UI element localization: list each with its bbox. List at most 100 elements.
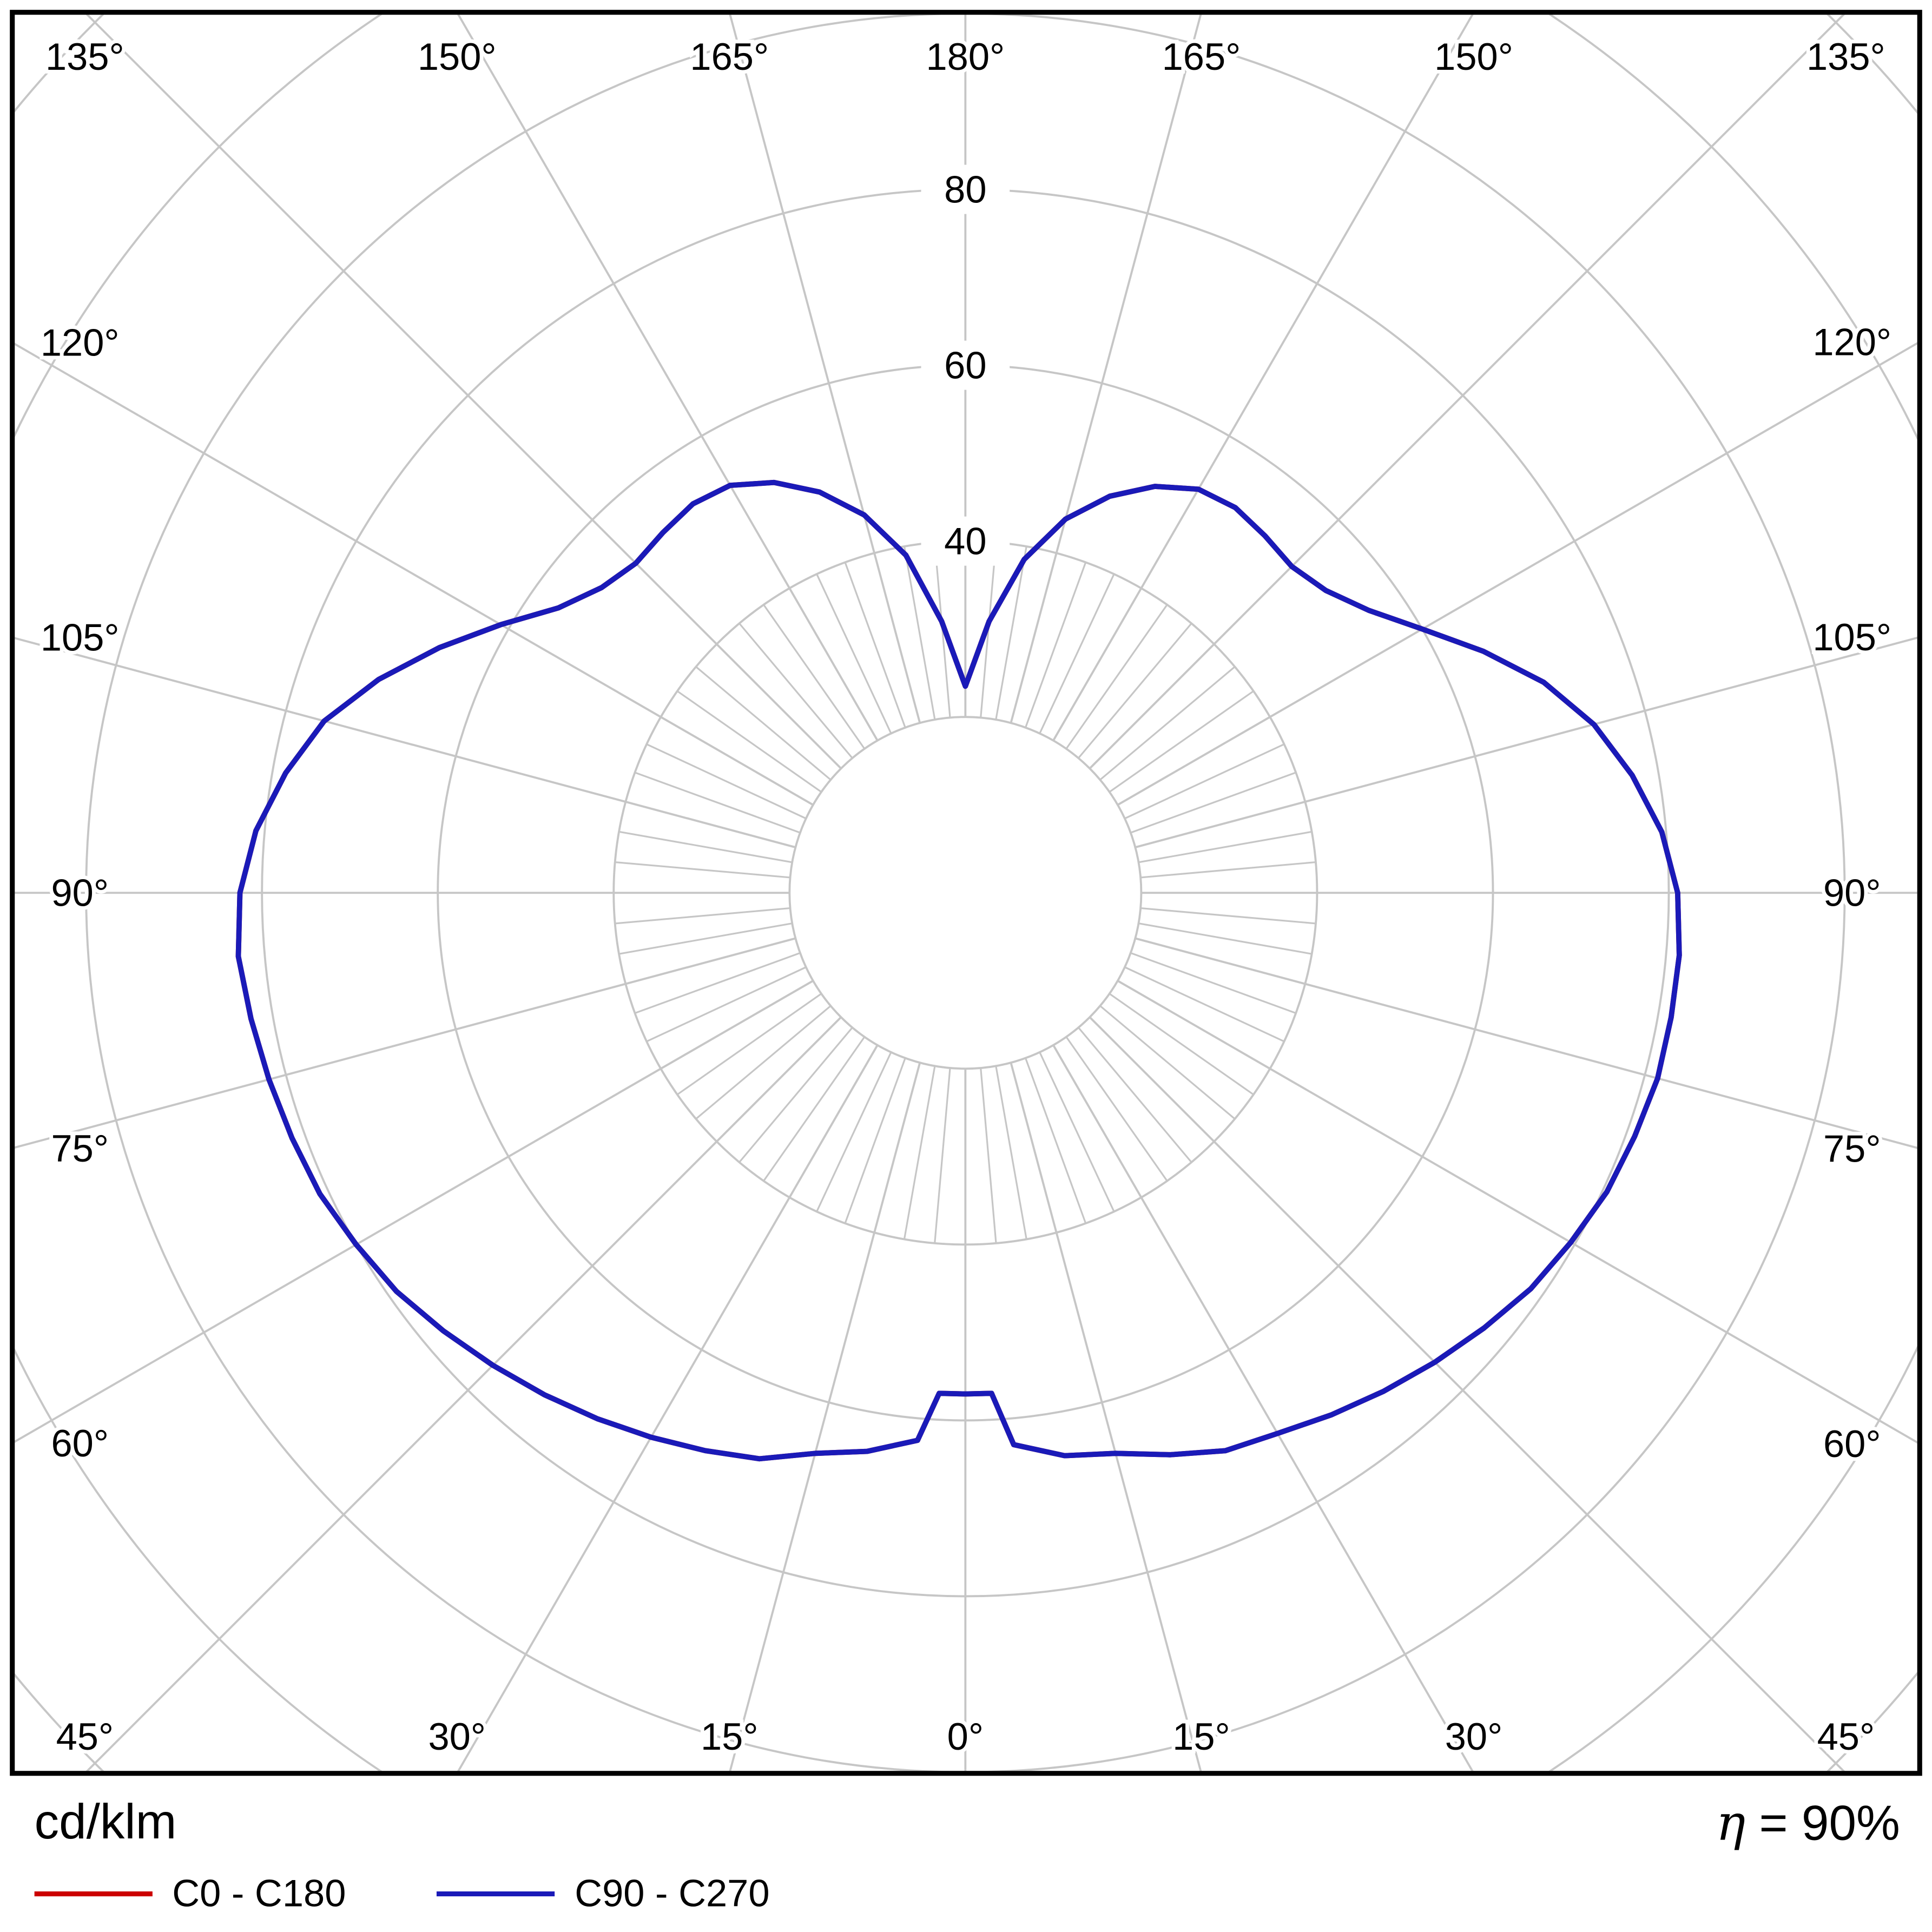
efficiency-label: η = 90% <box>1716 1796 1900 1852</box>
grid-radial-105 <box>15 637 796 848</box>
grid-minor-radial <box>676 993 822 1096</box>
grid-minor-radial <box>995 546 1027 720</box>
grid-minor-radial <box>646 743 807 820</box>
grid-radial-60 <box>1117 980 1917 1444</box>
grid-minor-radial <box>1099 1005 1236 1120</box>
gamma-label-180-right: 180° <box>926 35 1005 78</box>
gamma-label-105-left: 105° <box>41 616 120 659</box>
gamma-label-135-left: 135° <box>45 35 124 78</box>
grid-radial-45 <box>85 1016 842 1771</box>
grid-minor-radial <box>1124 743 1285 820</box>
grid-minor-radial <box>1109 993 1254 1096</box>
gamma-label-165-left: 165° <box>690 35 769 78</box>
grid-minor-radial <box>1138 830 1312 863</box>
grid-minor-radial <box>1039 573 1115 734</box>
grid-minor-radial <box>1099 666 1236 781</box>
grid-minor-radial <box>634 952 801 1014</box>
grid-minor-radial <box>1140 907 1316 925</box>
grid-minor-radial <box>1109 690 1254 793</box>
grid-minor-radial <box>763 1036 866 1182</box>
curve-c0-c180 <box>235 479 1682 1462</box>
grid-minor-radial <box>934 1067 951 1244</box>
grid-minor-radial <box>738 1027 853 1163</box>
grid-radial-135 <box>1089 15 1845 769</box>
grid-radial-75 <box>15 937 796 1149</box>
grid-minor-radial <box>980 1067 997 1244</box>
gamma-label-90-right: 90° <box>1823 872 1881 914</box>
grid-minor-radial <box>903 1066 936 1239</box>
curve-c90-c270 <box>235 479 1682 1462</box>
gamma-label-90-left: 90° <box>51 872 109 914</box>
gamma-label-120-right: 120° <box>1812 320 1891 363</box>
ring-label-bg-40 <box>921 516 1010 566</box>
ring-label-80: 80 <box>944 168 986 211</box>
grid-minor-radial <box>995 1066 1027 1239</box>
grid-radial-15 <box>729 1062 921 1771</box>
grid-minor-radial <box>615 907 790 925</box>
grid-radial-60 <box>15 980 814 1443</box>
grid-minor-radial <box>816 1052 892 1212</box>
grid-minor-radial <box>695 666 832 781</box>
gamma-label-15-right: 15° <box>1172 1715 1230 1758</box>
grid-minor-radial <box>634 772 801 834</box>
ring-label-40: 40 <box>944 520 986 563</box>
grid-radial-165 <box>1010 15 1202 723</box>
gamma-label-45-right: 45° <box>1817 1715 1875 1758</box>
gamma-label-75-left: 75° <box>51 1127 109 1170</box>
gamma-label-45-left: 45° <box>56 1715 114 1758</box>
grid-minor-radial <box>618 922 793 955</box>
grid-minor-radial <box>615 861 790 879</box>
grid-radial-120 <box>15 342 814 806</box>
grid-minor-radial <box>1025 1058 1087 1224</box>
gamma-label-30-left: 30° <box>428 1715 486 1758</box>
grid-minor-radial <box>1140 861 1316 879</box>
plot-border <box>10 10 1922 1776</box>
gamma-label-105-right: 105° <box>1812 616 1891 658</box>
grid-minor-radial <box>1078 623 1192 759</box>
gamma-label-30-right: 30° <box>1445 1715 1503 1758</box>
grid-minor-radial <box>676 690 822 793</box>
gamma-label-60-left: 60° <box>51 1422 109 1465</box>
grid-radial-165 <box>729 15 921 723</box>
grid-radial-45 <box>1089 1016 1845 1771</box>
grid-radial-120 <box>1117 342 1917 806</box>
grid-minor-radial <box>618 830 793 863</box>
legend-item-c0-c180: C0 - C180 <box>34 1871 346 1916</box>
grid-minor-radial <box>1130 772 1296 834</box>
legend-label-c0-c180: C0 - C180 <box>172 1871 346 1915</box>
c90-c270-line-swatch <box>437 1891 555 1897</box>
grid-minor-radial <box>903 546 936 720</box>
gamma-label-135-right: 135° <box>1806 35 1885 78</box>
eta-symbol: η <box>1716 1795 1746 1852</box>
grid-minor-radial <box>738 623 853 759</box>
c0-c180-line-swatch <box>34 1891 153 1897</box>
unit-label: cd/klm <box>34 1795 177 1850</box>
grid-minor-radial <box>844 1058 906 1224</box>
grid-minor-radial <box>1078 1027 1192 1163</box>
grid-minor-radial <box>844 562 906 728</box>
eta-value: = 90% <box>1745 1796 1900 1851</box>
ring-label-bg-60 <box>921 340 1010 390</box>
gamma-label-165-right: 165° <box>1162 35 1241 78</box>
grid-minor-radial <box>1124 966 1285 1043</box>
grid-minor-radial <box>1065 1036 1168 1182</box>
grid-radial-150 <box>1052 15 1474 741</box>
grid-minor-radial <box>646 966 807 1043</box>
grid-minor-radial <box>1039 1052 1115 1212</box>
grid-radial-105 <box>1135 636 1917 848</box>
gamma-label-0-right: 0° <box>947 1715 984 1758</box>
ring-label-bg-80 <box>921 164 1010 214</box>
grid-minor-radial <box>1065 604 1168 749</box>
grid-minor-radial <box>1025 562 1087 728</box>
grid-minor-radial <box>1138 922 1312 955</box>
grid-radial-30 <box>457 1044 879 1771</box>
gamma-label-15-left: 15° <box>701 1715 759 1758</box>
grid-radial-75 <box>1135 937 1917 1149</box>
grid-radial-150 <box>457 15 879 741</box>
grid-minor-radial <box>816 573 892 734</box>
ring-label-60: 60 <box>944 344 986 387</box>
grid-minor-radial <box>1130 952 1296 1014</box>
legend-label-c90-c270: C90 - C270 <box>575 1871 770 1915</box>
